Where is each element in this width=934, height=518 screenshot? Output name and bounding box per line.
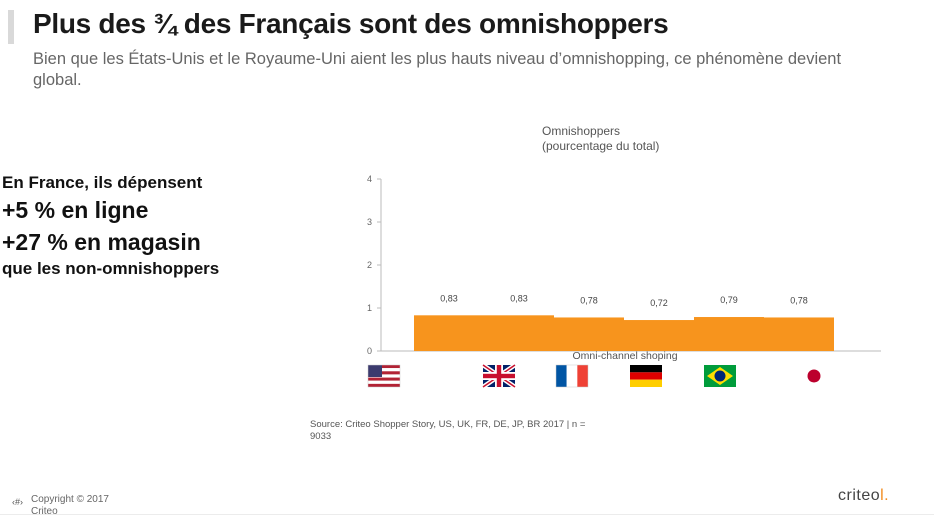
- bottom-divider: [0, 514, 934, 515]
- accent-bar: [8, 10, 14, 44]
- area-segment-uk: [484, 315, 554, 351]
- chart-title-line-1: Omnishoppers: [542, 124, 621, 138]
- copyright-line-1: Copyright © 2017: [31, 494, 109, 505]
- data-label: 0,79: [720, 295, 738, 305]
- data-label: 0,78: [580, 295, 598, 305]
- flag-brazil-icon: [704, 365, 736, 387]
- y-tick-label: 1: [367, 303, 372, 313]
- page-number: ‹#›: [12, 497, 23, 507]
- y-tick-label: 0: [367, 346, 372, 356]
- footer: ‹#› Copyright © 2017 Criteo: [12, 494, 109, 518]
- data-label: 0,72: [650, 298, 668, 308]
- callout-line-4: que les non-omnishoppers: [2, 259, 220, 278]
- flag-uk-icon: [481, 363, 517, 389]
- area-segment-fr: [554, 317, 624, 351]
- copyright-line-2: Criteo: [31, 506, 58, 517]
- data-label: 0,83: [440, 293, 458, 303]
- series-label: Omni-channel shoping: [572, 350, 677, 362]
- y-tick-label: 2: [367, 260, 372, 270]
- area-segment-br: [694, 317, 764, 351]
- y-tick-label: 4: [367, 174, 372, 184]
- y-tick-label: 3: [367, 217, 372, 227]
- flag-usa-icon: [367, 364, 401, 388]
- copyright: Copyright © 2017 Criteo: [31, 494, 109, 518]
- criteo-logo: criteol.: [838, 487, 889, 505]
- callout-line-1: En France, ils dépensent: [2, 173, 203, 192]
- area-segment-us: [414, 315, 484, 351]
- flag-germany-icon: [630, 365, 662, 387]
- area-segment-de: [624, 320, 694, 351]
- flag-france-icon: [555, 364, 589, 388]
- area-segment-jp: [764, 317, 834, 351]
- chart-title: Omnishoppers (pourcentage du total): [542, 124, 659, 154]
- page-title: Plus des ¾ des Français sont des omnisho…: [33, 8, 669, 39]
- page-subtitle: Bien que les États-Unis et le Royaume-Un…: [33, 50, 842, 89]
- callout-line-2: +5 % en ligne: [2, 197, 149, 223]
- callout-line-3: +27 % en magasin: [2, 229, 201, 255]
- logo-text: criteo: [838, 487, 881, 504]
- data-label: 0,78: [790, 295, 808, 305]
- flag-japan-icon: [798, 365, 830, 387]
- data-label: 0,83: [510, 293, 528, 303]
- source-note: Source: Criteo Shopper Story, US, UK, FR…: [310, 419, 586, 442]
- chart-title-line-2: (pourcentage du total): [542, 139, 660, 153]
- logo-mark: l.: [880, 487, 890, 504]
- omnishoppers-area-chart: 0 1 2 3 4 0,83 0,83 0,78 0,72 0,79 0,78 Omni-channe…: [367, 174, 881, 389]
- key-stat-callout: En France, ils dépensent +5 % en ligne +…: [2, 172, 219, 280]
